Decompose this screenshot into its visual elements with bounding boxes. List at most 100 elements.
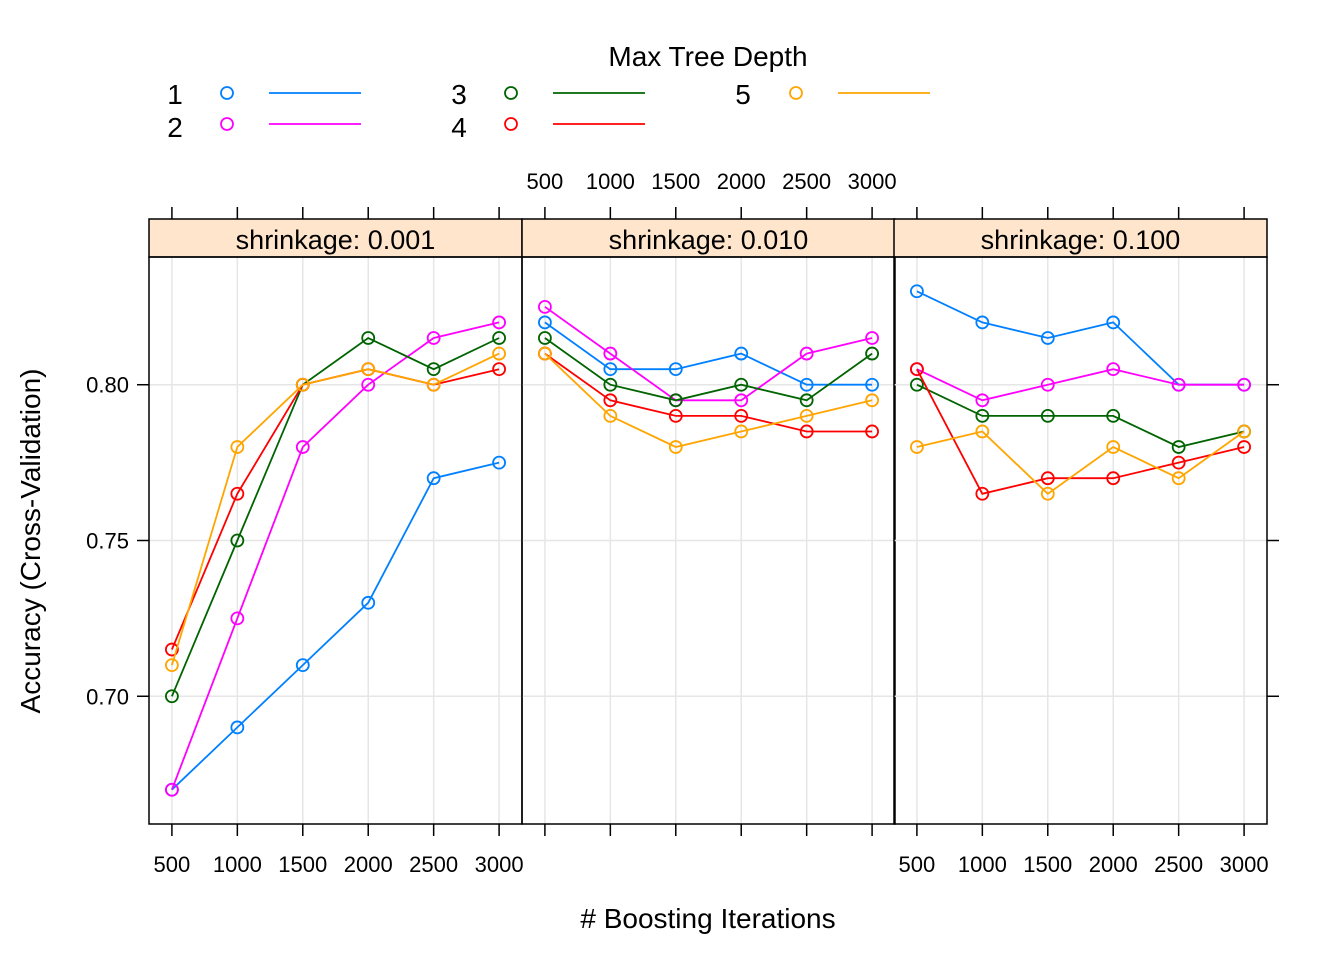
data-point-depth-4 — [910, 362, 924, 377]
data-point-depth-3 — [975, 408, 990, 423]
data-point-depth-2 — [865, 331, 879, 345]
legend-label: 3 — [451, 79, 467, 110]
data-point-depth-3 — [165, 689, 179, 704]
panel-1: shrinkage: 0.001 500 1000 1500 2000 2500 3000 0… — [86, 207, 524, 877]
data-point-depth-4 — [975, 486, 990, 501]
series-line-depth-3 — [171, 336, 500, 697]
x-tick-label: 500 — [527, 169, 564, 194]
strip-background — [893, 218, 1268, 258]
series-line-depth-1 — [171, 461, 500, 791]
x-tick-label: 1000 — [586, 169, 635, 194]
x-tick-label: 1500 — [651, 169, 700, 194]
data-point-depth-2 — [295, 440, 310, 454]
data-point-depth-5 — [295, 377, 310, 392]
legend-title: Max Tree Depth — [608, 41, 807, 72]
legend-label: 4 — [451, 112, 467, 143]
data-point-depth-4 — [734, 408, 749, 423]
data-point-depth-3 — [492, 331, 506, 345]
data-point-depth-5 — [799, 408, 814, 423]
series-line-depth-5 — [916, 430, 1245, 495]
data-point-depth-1 — [975, 315, 990, 330]
data-point-depth-2 — [426, 331, 441, 345]
data-point-depth-2 — [734, 393, 749, 408]
x-tick-label: 2500 — [1154, 852, 1203, 877]
x-tick-label: 500 — [154, 852, 191, 877]
x-tick-label: 500 — [899, 852, 936, 877]
y-tick-label: 0.75 — [86, 529, 129, 554]
data-point-depth-2 — [1040, 377, 1055, 392]
data-point-depth-5 — [538, 346, 552, 361]
data-point-depth-1 — [910, 284, 924, 299]
data-point-depth-1 — [734, 346, 749, 361]
x-tick-label: 3000 — [1220, 852, 1269, 877]
data-point-depth-3 — [910, 377, 924, 392]
data-point-depth-5 — [865, 393, 879, 408]
series-line-depth-2 — [171, 321, 500, 791]
data-point-depth-4 — [1106, 471, 1121, 486]
data-point-depth-4 — [603, 393, 618, 408]
x-tick-label: 1000 — [213, 852, 262, 877]
data-point-depth-2 — [165, 782, 179, 797]
x-tick-label: 2500 — [782, 169, 831, 194]
x-tick-label: 2500 — [409, 852, 458, 877]
data-point-depth-3 — [426, 362, 441, 377]
data-point-depth-1 — [865, 377, 879, 392]
x-axis-title: # Boosting Iterations — [580, 903, 835, 934]
data-point-depth-5 — [1040, 486, 1055, 501]
data-point-depth-4 — [668, 408, 683, 423]
data-point-depth-5 — [975, 424, 990, 439]
data-point-depth-3 — [668, 393, 683, 408]
data-point-depth-4 — [1040, 471, 1055, 486]
data-point-depth-1 — [426, 471, 441, 486]
data-point-depth-5 — [1171, 471, 1186, 486]
strip-label: shrinkage: 0.001 — [236, 225, 436, 255]
x-tick-label: 1000 — [958, 852, 1007, 877]
data-point-depth-5 — [230, 440, 245, 454]
x-tick-label: 2000 — [717, 169, 766, 194]
data-point-depth-5 — [734, 424, 749, 439]
data-point-depth-5 — [603, 408, 618, 423]
data-point-depth-1 — [295, 658, 310, 673]
strip-label: shrinkage: 0.100 — [981, 225, 1181, 255]
data-point-depth-2 — [1237, 377, 1251, 392]
data-point-depth-2 — [492, 315, 506, 330]
data-point-depth-1 — [799, 377, 814, 392]
legend-label: 2 — [167, 112, 183, 143]
series-line-depth-1 — [916, 290, 1245, 386]
series-line-depth-4 — [544, 352, 873, 433]
legend-entry-5: 5 — [735, 79, 930, 110]
series-line-depth-2 — [916, 368, 1245, 402]
x-tick-label: 2000 — [344, 852, 393, 877]
y-tick-label: 0.70 — [86, 684, 129, 709]
data-point-depth-1 — [230, 720, 245, 735]
data-point-depth-3 — [865, 346, 879, 361]
data-point-depth-3 — [799, 393, 814, 408]
x-tick-label: 2000 — [1089, 852, 1138, 877]
data-point-depth-1 — [1040, 331, 1055, 345]
data-point-depth-5 — [165, 658, 179, 673]
legend: Max Tree Depth 12 34 5 — [167, 41, 930, 143]
data-point-depth-4 — [1237, 440, 1251, 454]
data-point-depth-5 — [910, 440, 924, 454]
series-line-depth-5 — [171, 352, 500, 666]
data-point-depth-3 — [1106, 408, 1121, 423]
legend-entry-1: 1 — [167, 79, 361, 110]
panels: shrinkage: 0.001 500 1000 1500 2000 2500 3000 0… — [86, 169, 1279, 877]
series-line-depth-3 — [916, 383, 1245, 448]
legend-label: 5 — [735, 79, 751, 110]
x-tick-label: 1500 — [278, 852, 327, 877]
data-point-depth-1 — [492, 455, 506, 470]
data-point-depth-5 — [1106, 440, 1121, 454]
data-point-depth-3 — [1040, 408, 1055, 423]
panel-3: shrinkage: 0.100 500 1000 1500 2000 2500 3000 — [893, 207, 1279, 877]
legend-entry-3: 3 — [451, 79, 645, 110]
x-tick-label: 3000 — [848, 169, 897, 194]
data-point-depth-1 — [538, 315, 552, 330]
data-point-depth-2 — [1106, 362, 1121, 377]
legend-point — [220, 86, 234, 100]
legend-point — [220, 117, 234, 131]
data-point-depth-2 — [603, 346, 618, 361]
data-point-depth-5 — [492, 346, 506, 361]
y-axis-title: Accuracy (Cross-Validation) — [15, 369, 46, 714]
